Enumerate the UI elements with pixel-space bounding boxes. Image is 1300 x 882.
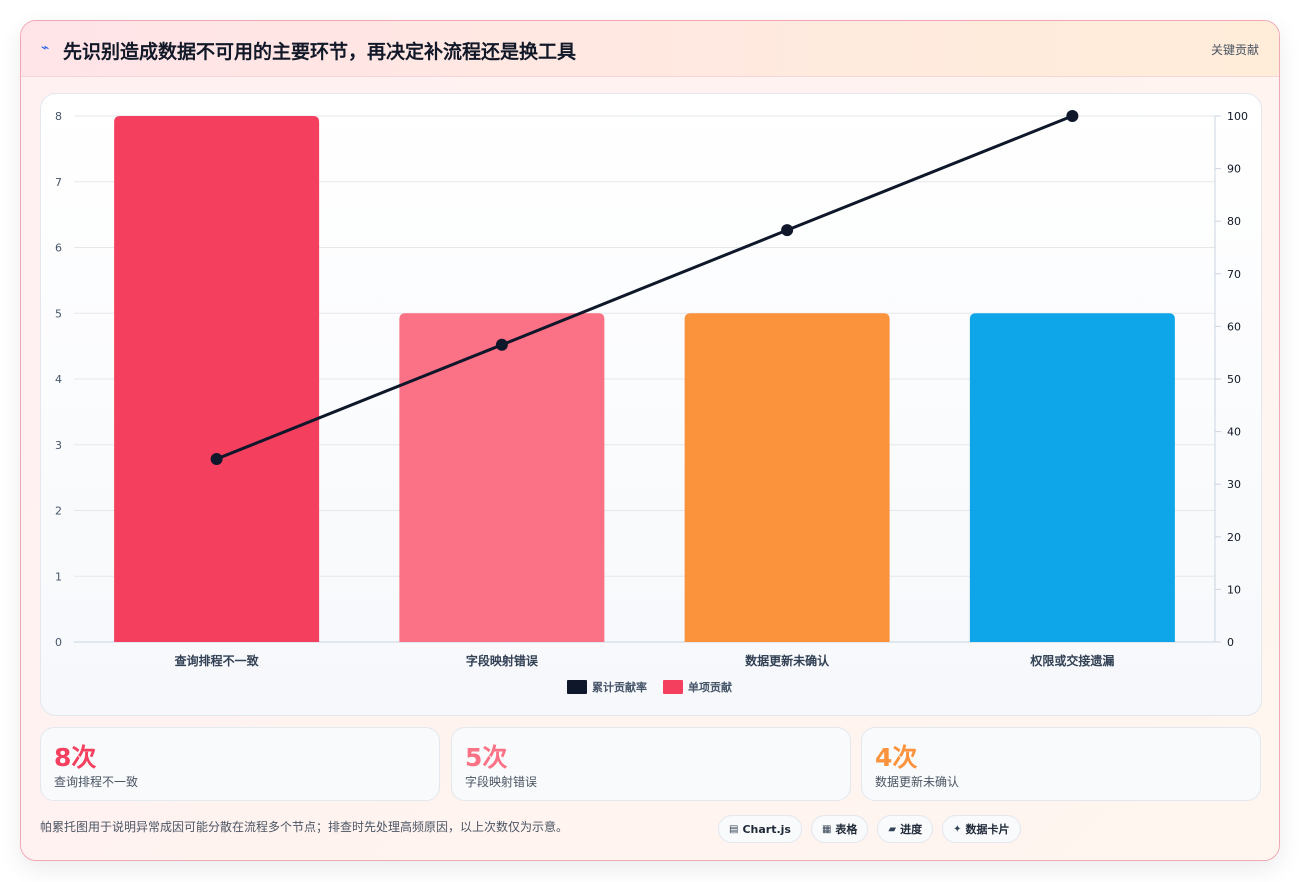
y-left-tick-label: 3 [55, 439, 62, 452]
legend-label: 累计贡献率 [592, 680, 647, 694]
y-left-tick-label: 7 [55, 176, 62, 189]
y-right-tick-label: 30 [1227, 478, 1241, 491]
bar [399, 313, 605, 642]
stat-card-1: 8次 查询排程不一致 [40, 727, 440, 801]
stat-value: 8次 [54, 743, 97, 772]
y-left-tick-label: 8 [55, 110, 62, 123]
report-card: ⌁ 先识别造成数据不可用的主要环节，再决定补流程还是换工具 关键贡献 0 1 2 3 4… [20, 20, 1280, 861]
chip-label: Chart.js [742, 822, 791, 836]
chip-chartjs[interactable]: ▤ Chart.js [718, 815, 802, 843]
line-point [1066, 110, 1079, 122]
y-right-tick-label: 80 [1227, 215, 1241, 228]
stat-label: 数据更新未确认 [875, 775, 960, 789]
y-left-tick-label: 2 [55, 505, 62, 518]
card-icon: ✦ [953, 823, 962, 835]
y-right-tick-label: 50 [1227, 373, 1241, 386]
x-tick-label: 字段映射错误 [466, 653, 539, 668]
pareto-chart: 0 1 2 3 4 5 6 7 8 0 10 20 30 40 50 60 70 80 90 100 查询排程不一致 字段… [40, 93, 1262, 716]
chip-row: ▤ Chart.js ▦ 表格 ▰ 进度 ✦ 数据卡片 [718, 815, 1021, 843]
y-right-tick-label: 20 [1227, 531, 1241, 544]
x-tick-label: 权限或交接遗漏 [1029, 653, 1114, 668]
chip-datacard[interactable]: ✦ 数据卡片 [942, 815, 1021, 843]
y-left-tick-label: 1 [55, 570, 62, 583]
y-right-tick-label: 90 [1227, 163, 1241, 176]
y-right-tick-label: 40 [1227, 426, 1241, 439]
legend-swatch [567, 680, 587, 694]
lightning-icon: ⌁ [41, 40, 50, 56]
card-header: ⌁ 先识别造成数据不可用的主要环节，再决定补流程还是换工具 关键贡献 [21, 21, 1279, 77]
y-right-tick-label: 10 [1227, 583, 1241, 596]
x-tick-label: 数据更新未确认 [745, 653, 830, 668]
y-right-tick-label: 100 [1227, 110, 1248, 123]
chart-icon: ▤ [729, 823, 739, 835]
bar [684, 313, 890, 642]
stat-label: 查询排程不一致 [54, 775, 139, 789]
y-right-tick-label: 70 [1227, 268, 1241, 281]
legend-label: 单项贡献 [688, 680, 732, 694]
x-tick-label: 查询排程不一致 [174, 653, 260, 668]
chip-progress[interactable]: ▰ 进度 [877, 815, 934, 843]
stat-card-3: 4次 数据更新未确认 [861, 727, 1261, 801]
legend-swatch [663, 680, 683, 694]
y-left-tick-label: 0 [55, 636, 62, 649]
y-left-tick-label: 4 [55, 373, 62, 386]
chip-label: 数据卡片 [965, 823, 1010, 836]
chip-label: 表格 [835, 823, 858, 836]
line-point [781, 224, 794, 237]
line-point [210, 452, 223, 465]
chip-table[interactable]: ▦ 表格 [810, 815, 869, 843]
bar [114, 116, 320, 642]
chip-label: 进度 [900, 823, 923, 836]
table-icon: ▦ [821, 823, 832, 835]
progress-icon: ▰ [888, 823, 897, 835]
footnote: 帕累托图用于说明异常成因可能分散在流程多个节点；排查时先处理高频原因，以上次数仅… [40, 820, 569, 834]
bar [969, 313, 1175, 642]
cumulative-line [216, 114, 1073, 461]
stat-label: 字段映射错误 [465, 775, 538, 789]
stat-value: 4次 [875, 743, 918, 772]
header-tag: 关键贡献 [1210, 43, 1259, 57]
stat-card-2: 5次 字段映射错误 [451, 727, 851, 801]
y-right-tick-label: 0 [1227, 636, 1234, 649]
page-title: 先识别造成数据不可用的主要环节，再决定补流程还是换工具 [63, 41, 577, 63]
y-left-tick-label: 6 [55, 242, 62, 255]
y-left-tick-label: 5 [55, 307, 62, 320]
line-point [495, 338, 508, 351]
stat-value: 5次 [465, 743, 508, 772]
y-right-tick-label: 60 [1227, 320, 1241, 333]
